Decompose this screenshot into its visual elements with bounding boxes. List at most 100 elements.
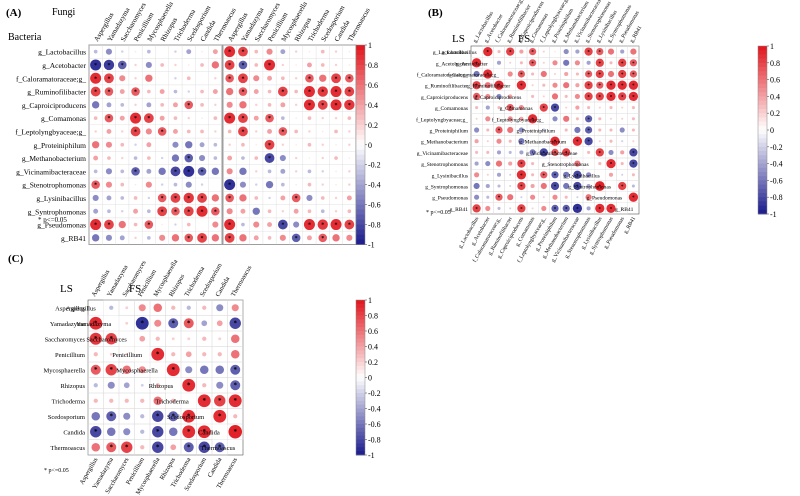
- panel-b-lower-cell: [529, 149, 536, 156]
- panel-a-row-label: g_Pseudomonas: [37, 221, 86, 230]
- panel-c-row-label: Scedosporium: [48, 414, 85, 421]
- panel-c-upper-cell: [216, 304, 224, 312]
- panel-c-lower-cell-star: *: [218, 443, 222, 451]
- panel-a-cell: [224, 232, 235, 243]
- panel-c-lower-cell-star: *: [156, 412, 160, 420]
- panel-c-upper-cell: [213, 409, 227, 423]
- panel-a-cell: [307, 209, 312, 214]
- panel-c-row-label: Mycosphaerella: [43, 367, 85, 374]
- panel-c-lower-cell: [152, 441, 164, 453]
- panel-c-row-label: Penicillium: [55, 352, 85, 359]
- panel-a-cell-star: *: [107, 76, 110, 82]
- panel-a-cell: [239, 101, 247, 109]
- panel-b-upper-cell-star: *: [632, 151, 635, 156]
- panel-a-cell: [161, 223, 163, 226]
- panel-a-cell: [104, 113, 114, 123]
- panel-a-cell: [238, 46, 248, 57]
- panel-a-cell: [281, 143, 285, 146]
- panel-b-row-label: g_RB41: [450, 207, 469, 213]
- panel-c-lower-cell: [105, 364, 117, 376]
- panel-a-cell: [291, 193, 301, 203]
- panel-a-cell-star: *: [348, 90, 351, 96]
- panel-b-upper-cell-star: *: [520, 84, 523, 89]
- panel-c-upper-cell-star: *: [234, 366, 238, 374]
- panel-a-cell: [121, 156, 124, 160]
- panel-c-colorbar-segment: [356, 300, 365, 305]
- panel-a-cell: [158, 167, 166, 176]
- panel-b-colorbar-segment: [758, 159, 767, 164]
- panel-b-row-label: g_Syntrophomonas: [425, 185, 468, 191]
- panel-a-cell: [186, 76, 191, 81]
- panel-a-cell: [174, 77, 177, 80]
- panel-a-cell: [105, 168, 113, 175]
- panel-c-lower-cell: [152, 426, 164, 438]
- panel-a-cell: [212, 89, 218, 95]
- panel-a-cell-star: *: [147, 116, 150, 122]
- panel-c-colorbar-segment: [356, 396, 365, 402]
- panel-b-lower-cell: [496, 93, 502, 99]
- panel-b-upper-cell-star: *: [587, 140, 590, 145]
- panel-c-upper-cell: [138, 304, 146, 312]
- panel-a-colorbar-segment: [356, 184, 365, 191]
- panel-a-colorbar-label: -0.8: [368, 221, 381, 230]
- panel-c-upper-cell: [185, 366, 193, 374]
- panel-b-colorbar-segment: [758, 155, 767, 160]
- panel-a-cell: [173, 182, 178, 187]
- panel-b-upper-cell: [551, 93, 559, 100]
- panel-b-lower-cell: [551, 204, 559, 213]
- panel-a-colorbar-segment: [356, 94, 365, 101]
- panel-a-cell: [200, 103, 204, 107]
- panel-a-cell: [184, 233, 194, 243]
- panel-b-lower-cell-star: *: [520, 174, 523, 179]
- panel-a-colorbar-segment: [356, 224, 365, 230]
- panel-c-colorbar-segment: [356, 315, 365, 320]
- panel-a-cell: [255, 143, 258, 146]
- panel-c-upper-cell: [155, 336, 160, 341]
- panel-b-lower-cell-star: *: [576, 174, 579, 179]
- panel-c-upper-cell: [230, 380, 241, 391]
- panel-b-upper-cell: [621, 117, 624, 120]
- panel-c-upper-cell: [109, 305, 114, 310]
- panel-c-left-label: LS: [60, 283, 73, 295]
- panel-a-cell: [121, 210, 124, 213]
- panel-b-lower-cell: [508, 139, 512, 143]
- panel-a-colorbar-segment: [356, 59, 365, 66]
- panel-a-cell: [145, 128, 152, 135]
- panel-a-cell-star: *: [308, 76, 311, 82]
- panel-b-lower-cell: [507, 116, 513, 122]
- panel-b-upper-cell: [587, 106, 591, 110]
- panel-a-cell: [184, 100, 194, 110]
- panel-b-lower-cell: [518, 105, 524, 111]
- panel-b-upper-cell-star: *: [531, 62, 534, 67]
- panel-a-cell: [147, 156, 151, 160]
- panel-a-cell: [267, 103, 272, 107]
- panel-a-cell: [321, 116, 324, 120]
- panel-c-upper-cell: [202, 305, 207, 310]
- panel-a-cell: [105, 234, 113, 241]
- panel-b-lower-cell: [507, 194, 514, 201]
- panel-b-row-label: g_Proteiniphilum: [430, 129, 469, 135]
- panel-c-lower-cell: [153, 396, 163, 406]
- panel-c-diagonal-label: Aspergillus: [66, 305, 96, 312]
- panel-b-upper-cell-star: *: [632, 163, 635, 168]
- panel-b-lower-cell-star: *: [565, 151, 568, 156]
- panel-c-row-label: Aspergillus: [55, 305, 85, 312]
- panel-a-cell: [280, 49, 286, 55]
- panel-b-diagonal-label: g_Pseudomonas: [586, 196, 622, 202]
- panel-a-cell: [228, 143, 231, 146]
- panel-a-cell: [119, 235, 125, 241]
- panel-a-cell: [253, 89, 259, 95]
- panel-a-cell: [134, 63, 137, 67]
- panel-a-cell-star: *: [295, 196, 298, 202]
- panel-a-cell: [134, 50, 137, 53]
- panel-b-row-label: g_Vicinamibacteraceae: [417, 151, 469, 157]
- panel-a-cell-star: *: [134, 90, 137, 96]
- panel-b-lower-cell: [486, 195, 490, 199]
- panel-b-upper-cell: [506, 47, 515, 56]
- panel-a-cell: [255, 130, 258, 133]
- panel-b-upper-cell: [575, 105, 580, 110]
- panel-a-row-label: f_Leptolyngbyaceae;g_: [15, 127, 86, 136]
- panel-a-cell-star: *: [201, 196, 204, 202]
- panel-a-cell-star: *: [94, 223, 97, 229]
- panel-b-lower-cell: [484, 82, 491, 89]
